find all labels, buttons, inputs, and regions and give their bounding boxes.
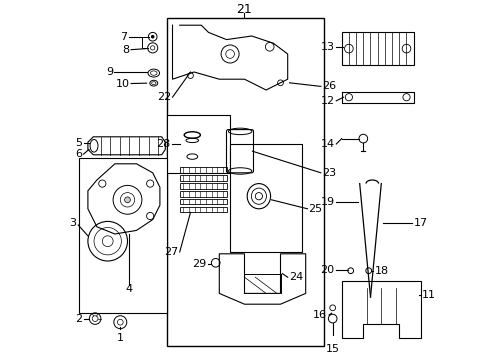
Text: 26: 26 [321, 81, 335, 91]
Text: 5: 5 [75, 138, 81, 148]
Text: 1: 1 [117, 333, 123, 343]
Bar [179, 167, 226, 173]
Text: 16: 16 [313, 310, 326, 320]
Text: 15: 15 [325, 344, 339, 354]
Text: 18: 18 [374, 266, 388, 276]
Bar [167, 18, 323, 346]
Text: 10: 10 [116, 78, 130, 89]
Text: 29: 29 [192, 258, 206, 269]
Bar [179, 175, 226, 181]
Bar [167, 115, 230, 173]
Text: 11: 11 [421, 290, 435, 300]
Text: 9: 9 [106, 67, 113, 77]
Bar [179, 191, 226, 197]
Bar [230, 144, 302, 252]
Text: 12: 12 [320, 96, 334, 106]
Text: 24: 24 [289, 272, 303, 282]
Text: 21: 21 [236, 3, 252, 15]
Bar [179, 207, 226, 212]
Text: 3: 3 [69, 218, 76, 228]
Text: 27: 27 [163, 247, 178, 257]
Text: 4: 4 [125, 284, 132, 294]
Text: 6: 6 [75, 149, 81, 159]
Text: 17: 17 [413, 218, 427, 228]
Text: 7: 7 [120, 32, 126, 42]
Text: 22: 22 [157, 92, 171, 102]
Circle shape [151, 35, 154, 39]
Text: 13: 13 [320, 42, 334, 52]
Text: 25: 25 [308, 204, 322, 214]
Text: 23: 23 [321, 168, 335, 178]
Bar [179, 183, 226, 189]
Bar [79, 158, 167, 313]
Text: 14: 14 [320, 139, 334, 149]
Text: 2: 2 [75, 314, 81, 324]
Text: 19: 19 [320, 197, 334, 207]
Bar [179, 199, 226, 204]
Circle shape [124, 197, 130, 203]
Text: 28: 28 [156, 139, 170, 149]
Text: 20: 20 [320, 265, 334, 275]
Text: 8: 8 [122, 45, 129, 55]
